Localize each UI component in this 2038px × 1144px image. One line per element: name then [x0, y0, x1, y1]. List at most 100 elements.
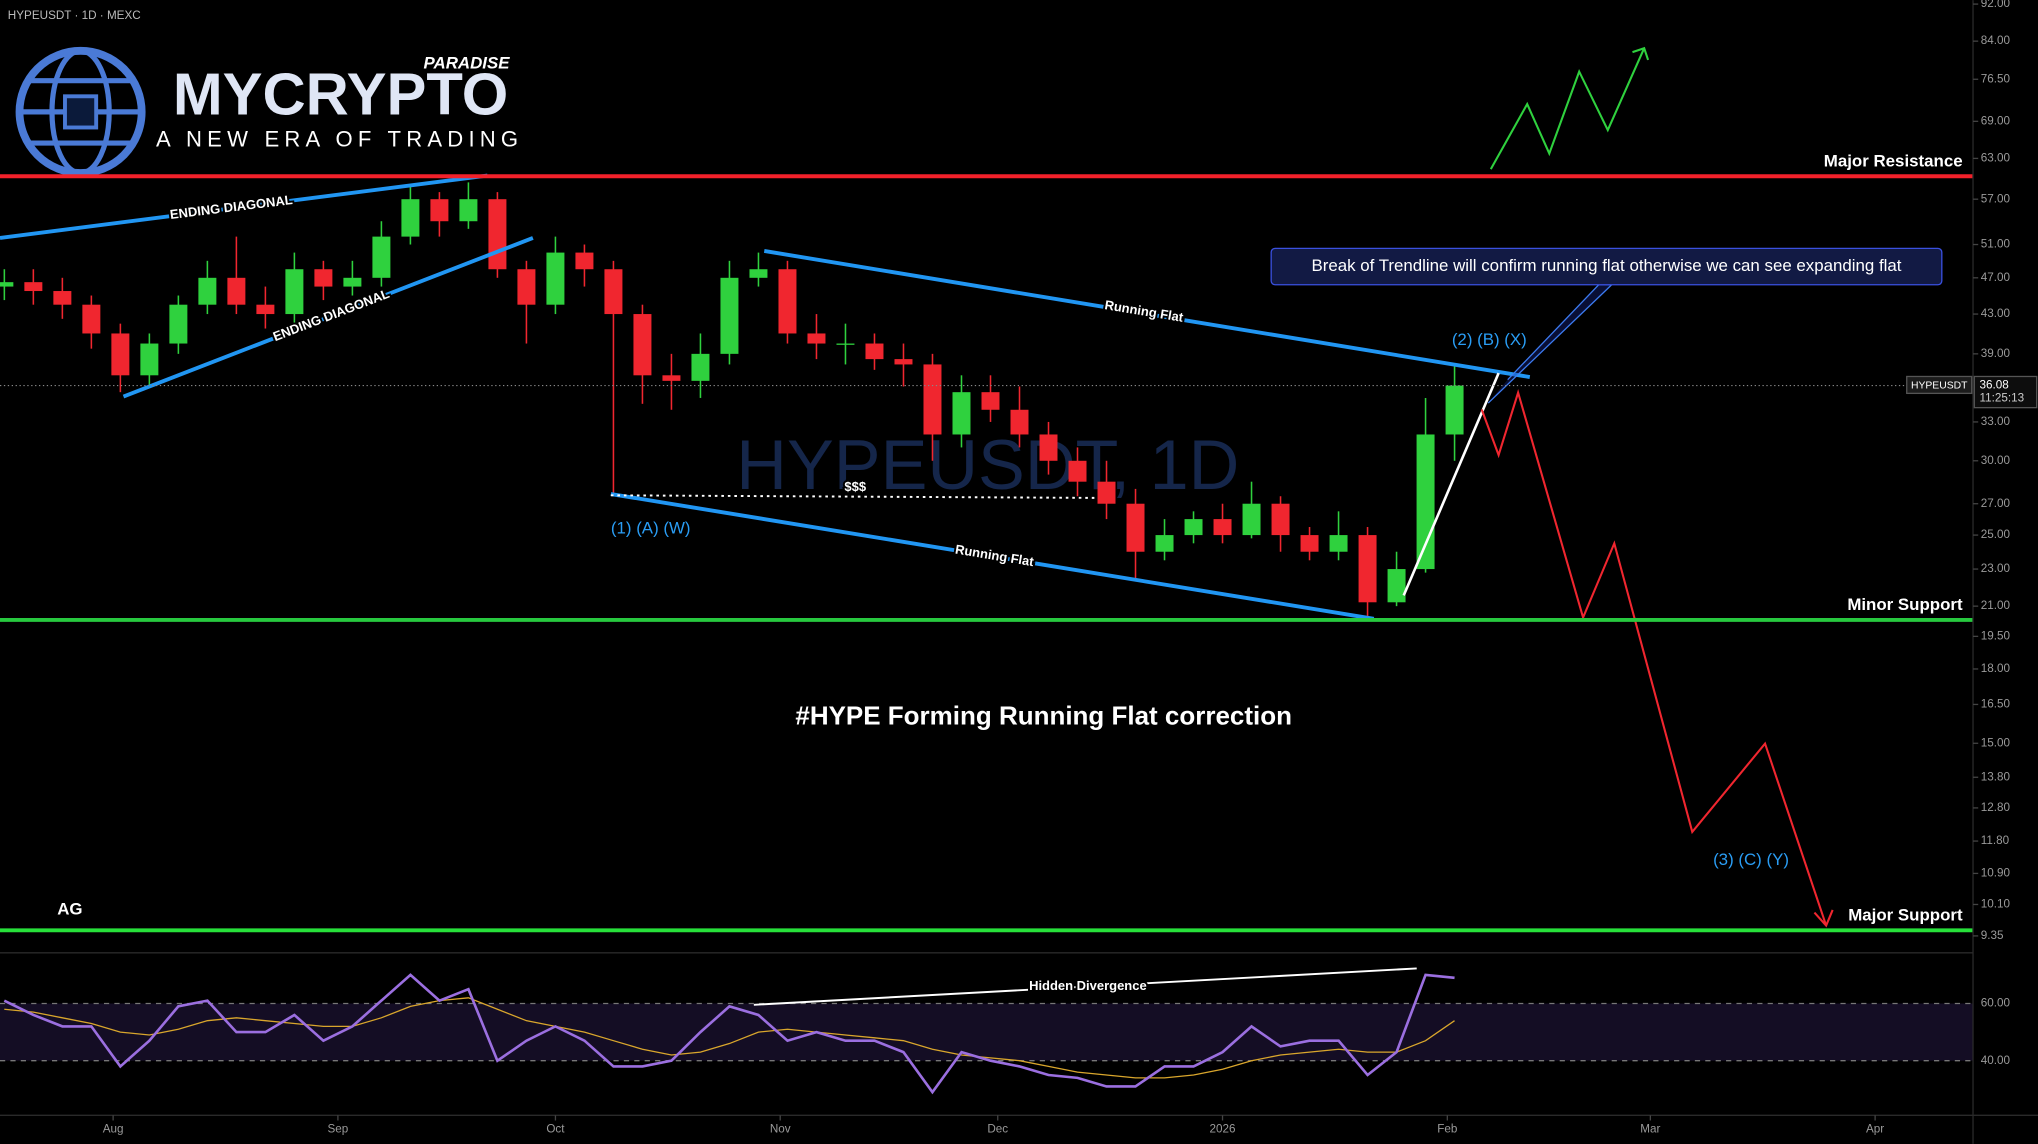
callout-box [1270, 247, 1943, 286]
rsi-ma-line [4, 997, 1455, 1079]
y-tick-label: 27.00 [1981, 497, 2011, 510]
y-tick-label: 10.90 [1981, 866, 2011, 879]
y-tick-label: 43.00 [1981, 307, 2011, 320]
callout-text: Break of Trendline will confirm running … [1311, 256, 1901, 275]
level-label: Major Support [1848, 905, 1963, 924]
candle-body [343, 277, 362, 287]
candle-body [894, 359, 913, 365]
candle-body [372, 236, 391, 278]
candle-body [1039, 434, 1058, 461]
bearish-projection [1480, 389, 1828, 926]
candle-body [807, 333, 826, 344]
candle-body [836, 343, 855, 345]
y-tick-label: 25.00 [1981, 528, 2011, 541]
y-tick-label: 47.00 [1981, 271, 2011, 284]
liquidity-label: $$$ [844, 479, 866, 494]
candle-body [1126, 503, 1145, 552]
candle-body [1242, 503, 1261, 536]
candle-body [1155, 535, 1174, 552]
rsi-band [0, 1003, 1974, 1061]
trendlines [0, 173, 1531, 621]
candle-body [0, 282, 14, 287]
candle-body [169, 304, 188, 344]
x-tick-label: Nov [770, 1123, 791, 1136]
candle-body [1445, 385, 1464, 435]
price-tag-countdown: 11:25:13 [1980, 392, 2025, 405]
wave-label: (3) (C) (Y) [1713, 850, 1789, 869]
symbol-tag [1906, 375, 1973, 395]
candle-body [198, 277, 217, 305]
candle-body [488, 199, 507, 270]
candle-body [517, 269, 536, 305]
candle-body [778, 269, 797, 334]
candle-body [430, 199, 449, 222]
y-tick-label: 15.00 [1981, 736, 2011, 749]
y-tick-label: 16.50 [1981, 698, 2011, 711]
candle-body [82, 304, 101, 334]
x-tick-label: Oct [546, 1123, 565, 1136]
x-tick-label: Aug [103, 1123, 124, 1136]
y-tick-label: 39.00 [1981, 347, 2011, 360]
logo-tag: PARADISE [424, 53, 511, 72]
rsi-pane [0, 973, 1974, 1095]
y-tick-label: 30.00 [1981, 454, 2011, 467]
candle-body [1184, 519, 1203, 536]
y-tick-label: 10.10 [1981, 898, 2011, 911]
candle-body [314, 269, 333, 287]
candle-body [227, 277, 246, 305]
price-tag-value: 36.08 [1980, 379, 2009, 392]
candle-body [1329, 535, 1348, 552]
candle-body [952, 392, 971, 435]
divergence-label: Hidden Divergence [1029, 978, 1147, 993]
y-tick-label: 23.00 [1981, 562, 2011, 575]
symbol-tag-label: HYPEUSDT [1911, 380, 1968, 391]
y-tick-label: 9.35 [1981, 929, 2004, 942]
ag-label: AG [57, 899, 82, 918]
y-tick-label: 12.80 [1981, 801, 2011, 814]
candle-body [1068, 460, 1087, 482]
x-tick-label: Feb [1437, 1123, 1458, 1136]
candle-body [24, 282, 43, 292]
logo-name: MYCRYPTO [173, 61, 508, 128]
candle-body [691, 353, 710, 381]
levels: Major Resistance Minor Support Major Suppo… [0, 151, 1974, 933]
divergence-line [753, 967, 1417, 1006]
candle-body [1387, 569, 1406, 603]
axes: 92.00 84.00 76.50 69.00 63.00 57.00 51.00 47.00… [103, 0, 2038, 1136]
candle-body [720, 277, 739, 354]
bullish-projection [1489, 47, 1646, 170]
watermark: HYPEUSDT, 1D [736, 425, 1239, 504]
candle-body [1358, 535, 1377, 603]
y-tick-label: 63.00 [1981, 151, 2011, 164]
x-tick-label: Dec [987, 1123, 1008, 1136]
symbol-header: HYPEUSDT · 1D · MEXC [8, 9, 141, 22]
candle-body [53, 291, 72, 305]
level-label: Minor Support [1847, 595, 1963, 614]
candle-body [1300, 535, 1319, 552]
candle-body [401, 199, 420, 237]
price-tag [1973, 375, 2038, 409]
candle-body [923, 364, 942, 435]
candle-body [285, 269, 304, 315]
y-tick-label: 19.50 [1981, 629, 2011, 642]
wave-label: (1) (A) (W) [611, 519, 691, 538]
candle-body [1416, 434, 1435, 570]
candle-body [1010, 409, 1029, 435]
arrow-head [1632, 46, 1650, 61]
candle-body [575, 252, 594, 270]
level-label: Major Resistance [1824, 151, 1963, 170]
y-tick-label: 33.00 [1981, 415, 2011, 428]
y-tick-label: 21.00 [1981, 599, 2011, 612]
y-tick-label: 13.80 [1981, 770, 2011, 783]
candle-body [546, 252, 565, 305]
arrow-head [1813, 909, 1834, 928]
y-tick-label: 18.00 [1981, 662, 2011, 675]
wave-label: (2) (B) (X) [1452, 330, 1527, 349]
candle-body [1097, 481, 1116, 504]
y-tick-label: 84.00 [1981, 34, 2011, 47]
candle-body [1213, 519, 1232, 536]
candle-body [459, 199, 478, 222]
